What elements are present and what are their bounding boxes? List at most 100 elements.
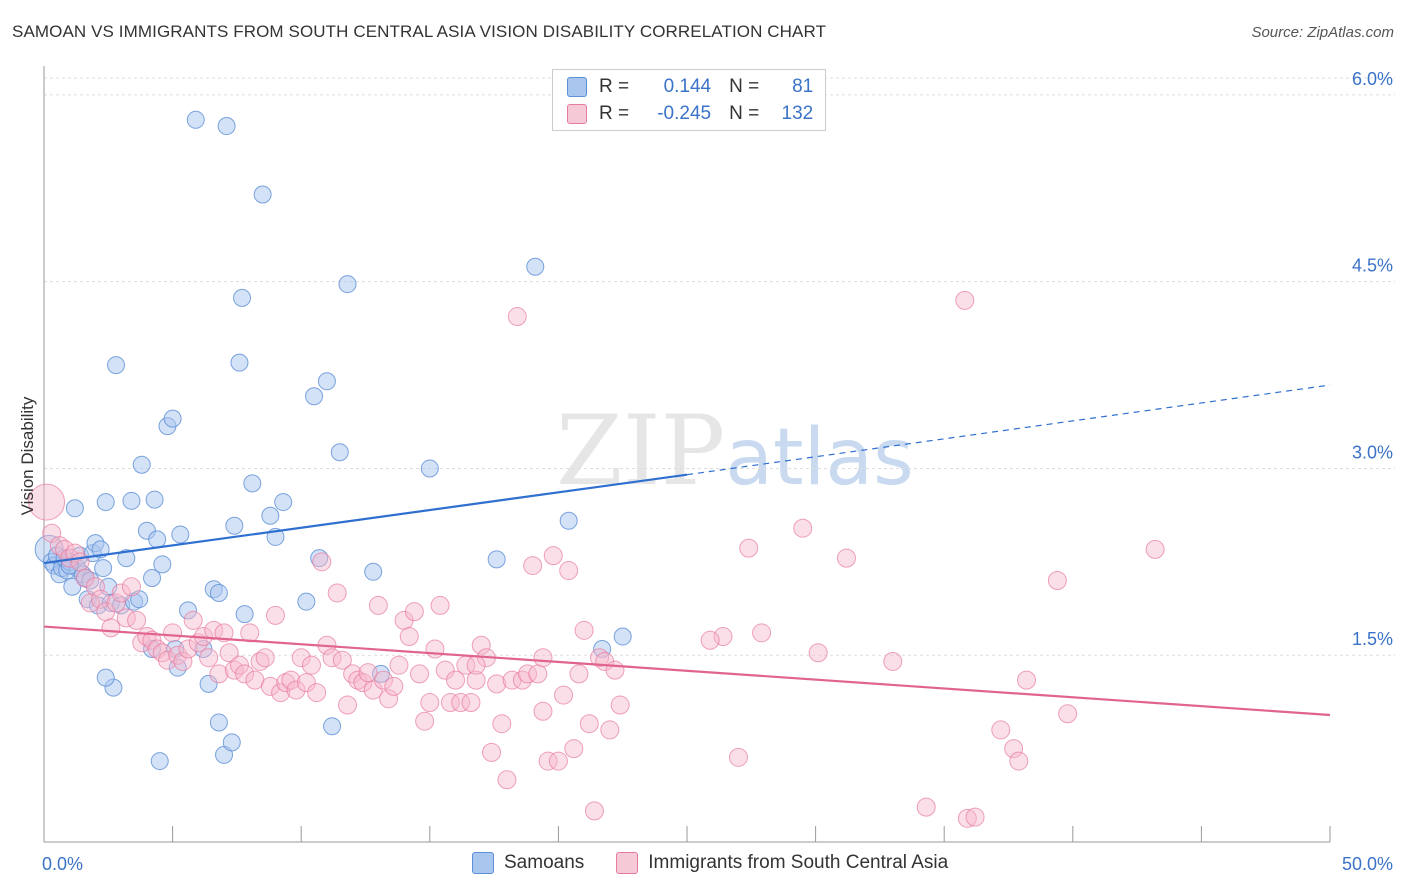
data-point-samoans [179, 601, 198, 620]
data-point-samoans [145, 490, 164, 509]
data-point-immigrants [106, 593, 126, 613]
data-point-immigrants [446, 670, 466, 690]
data-point-samoans [364, 562, 383, 581]
data-point-immigrants [420, 693, 440, 713]
data-point-immigrants [368, 595, 388, 615]
data-point-immigrants [1145, 539, 1165, 559]
watermark-atlas: atlas [725, 413, 914, 503]
axis-labels: 1.5% 3.0% 4.5% 6.0% 0.0% 50.0% Vision Disabili… [18, 69, 1393, 874]
data-point-immigrants [389, 655, 409, 675]
data-point-samoans [217, 117, 236, 136]
data-point-immigrants [28, 483, 66, 521]
data-point-immigrants [337, 695, 357, 715]
data-point-immigrants [85, 577, 105, 597]
legend-row-samoans: R = 0.144 N = 81 [567, 75, 813, 99]
data-point-immigrants [1004, 739, 1024, 759]
data-point-samoans [243, 474, 262, 493]
trend-line-samoans [43, 473, 688, 565]
data-point-samoans [317, 372, 336, 391]
legend-r-value: -0.245 [657, 103, 712, 124]
legend-n-value: 132 [781, 103, 814, 124]
data-point-samoans [230, 353, 249, 372]
data-point-samoans [132, 455, 151, 474]
data-point-immigrants [523, 556, 543, 576]
data-point-immigrants [137, 627, 157, 647]
data-point-immigrants [1017, 670, 1037, 690]
data-point-immigrants [127, 610, 147, 630]
legend-item-samoans: Samoans [472, 852, 584, 874]
data-point-immigrants [404, 602, 424, 622]
data-point-immigrants [111, 583, 131, 603]
data-point-immigrants [435, 660, 455, 680]
data-point-immigrants [548, 751, 568, 771]
trend-lines [43, 384, 1331, 717]
data-point-immigrants [235, 664, 255, 684]
y-tick-label: 6.0% [1352, 69, 1393, 89]
legend-label-immigrants: Immigrants from South Central Asia [648, 852, 949, 873]
data-point-samoans [323, 717, 342, 736]
data-point-immigrants [533, 701, 553, 721]
legend-r-value: 0.144 [663, 76, 712, 97]
legend-label-samoans: Samoans [504, 852, 585, 873]
data-point-immigrants [374, 670, 394, 690]
data-point-immigrants [224, 660, 244, 680]
y-tick-label: 4.5% [1352, 256, 1393, 276]
data-point-immigrants [178, 639, 198, 659]
data-point-immigrants [183, 610, 203, 630]
data-point-immigrants [312, 552, 332, 572]
data-point-immigrants [276, 673, 296, 693]
data-point-samoans [171, 525, 190, 544]
data-point-samoans [235, 605, 254, 624]
data-point-samoans [233, 288, 252, 307]
data-point-immigrants [55, 539, 75, 559]
data-point-immigrants [808, 643, 828, 663]
data-point-immigrants [440, 693, 460, 713]
data-point-immigrants [579, 714, 599, 734]
data-point-samoans [107, 356, 126, 375]
legend-swatch-immigrants [616, 852, 639, 874]
data-point-samoans [338, 275, 357, 294]
data-point-samoans [253, 185, 272, 204]
data-point-immigrants [533, 648, 553, 668]
data-point-immigrants [991, 720, 1011, 740]
data-point-immigrants [101, 618, 121, 638]
data-point-immigrants [728, 747, 748, 767]
data-point-samoans [150, 752, 169, 771]
legend-item-immigrants: Immigrants from South Central Asia [616, 852, 948, 874]
y-tick-label: 1.5% [1352, 629, 1393, 649]
data-point-samoans [96, 493, 115, 512]
data-point-immigrants [883, 651, 903, 671]
data-point-samoans [153, 555, 172, 574]
data-point-samoans [225, 516, 244, 535]
data-point-immigrants [229, 655, 249, 675]
legend-swatch-immigrants [567, 104, 587, 124]
data-point-immigrants [307, 683, 327, 703]
trend-line-immigrants [43, 625, 1331, 717]
data-point-immigrants [574, 620, 594, 640]
data-point-immigrants [399, 627, 419, 647]
data-point-immigrants [554, 685, 574, 705]
data-point-immigrants [559, 561, 579, 581]
data-point-samoans [222, 733, 241, 752]
data-point-immigrants [199, 648, 219, 668]
data-point-samoans [305, 387, 324, 406]
data-point-immigrants [286, 680, 306, 700]
data-point-immigrants [916, 797, 936, 817]
x-tick-label: 0.0% [42, 854, 83, 874]
data-point-immigrants [301, 655, 321, 675]
data-point-samoans [96, 668, 115, 687]
data-point-immigrants [569, 664, 589, 684]
y-axis-label: Vision Disability [18, 396, 37, 515]
data-point-immigrants [836, 548, 856, 568]
legend-n-value: 81 [792, 76, 814, 97]
trend-line-samoans-projected [686, 384, 1331, 476]
data-point-immigrants [260, 676, 280, 696]
data-point-immigrants [1047, 571, 1067, 591]
data-point-immigrants [584, 801, 604, 821]
series-immigrants-south-central-asia [28, 290, 1165, 828]
data-point-samoans [613, 627, 632, 646]
data-point-immigrants [121, 577, 141, 597]
data-point-immigrants [543, 546, 563, 566]
data-point-immigrants [466, 670, 486, 690]
data-point-immigrants [168, 645, 188, 665]
